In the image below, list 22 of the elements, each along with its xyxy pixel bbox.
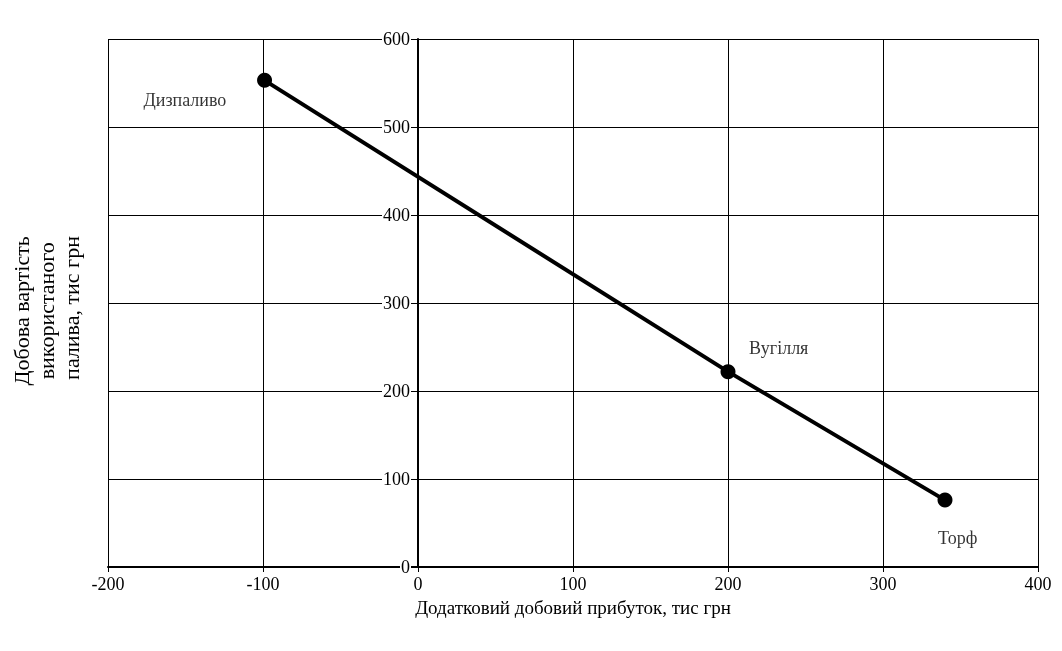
y-tick-label: 300 <box>383 293 410 313</box>
point <box>720 364 736 380</box>
y-tick-label: 600 <box>383 29 410 49</box>
point <box>937 492 953 508</box>
y-tick-label: 400 <box>383 205 410 225</box>
x-axis-title: Додатковий добовий прибуток, тис грн <box>415 596 731 618</box>
annotation: Торф <box>938 528 978 549</box>
y-tick-label: 100 <box>383 469 410 489</box>
point <box>257 72 273 88</box>
y-tick-label: 500 <box>383 117 410 137</box>
x-tick-label: -100 <box>246 574 280 594</box>
x-tick-label: 100 <box>559 574 587 594</box>
annotation: Вугілля <box>749 337 809 358</box>
x-tick-label: 0 <box>413 574 423 594</box>
annotation: Дизпаливо <box>143 90 227 111</box>
y-tick-label: 0 <box>401 557 410 577</box>
x-tick-label: 200 <box>714 574 742 594</box>
x-tick-label: 300 <box>869 574 897 594</box>
y-axis-title: Добова вартість використаного палива, тис грн <box>8 230 84 386</box>
y-tick-label: 200 <box>383 381 410 401</box>
x-tick-label: 400 <box>1024 574 1052 594</box>
x-tick-label: -200 <box>91 574 125 594</box>
